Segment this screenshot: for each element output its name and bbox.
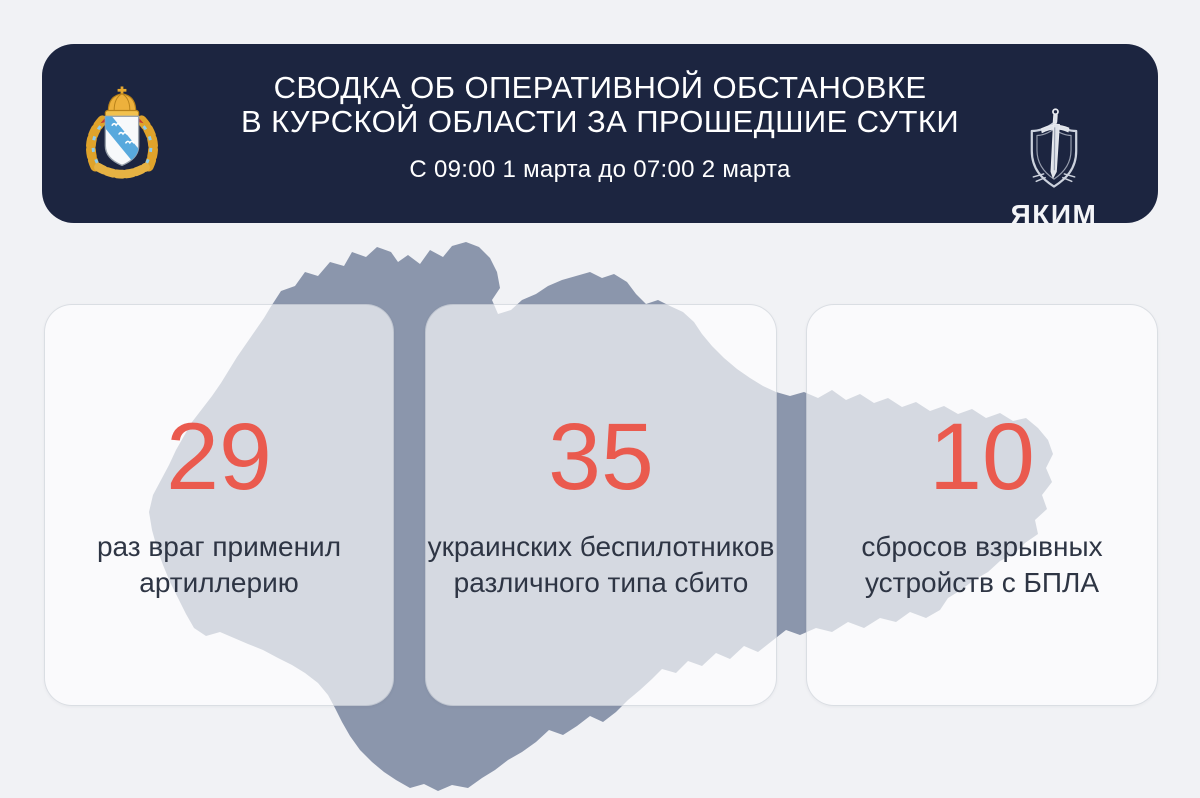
stat-label-line: различного типа сбито [453,566,749,598]
stat-card-drones: 35 украинских беспилотников различного т… [425,304,777,706]
title-line-1: СВОДКА ОБ ОПЕРАТИВНОЙ ОБСТАНОВКЕ [273,70,927,105]
stat-label: сбросов взрывных устройств с БПЛА [861,529,1102,601]
stat-label-line: сбросов взрывных [861,530,1103,562]
header-banner: СВОДКА ОБ ОПЕРАТИВНОЙ ОБСТАНОВКЕ В КУРСК… [42,44,1158,230]
kursk-coat-of-arms-icon [73,85,171,183]
title-line-2: В КУРСКОЙ ОБЛАСТИ ЗА ПРОШЕДШИЕ СУТКИ [241,104,959,139]
stat-card-uav-drops: 10 сбросов взрывных устройств с БПЛА [806,304,1158,706]
stat-value: 35 [548,403,654,510]
stat-label: раз враг применил артиллерию [97,529,341,601]
yakim-logo-text: ЯКИМ [1010,199,1098,230]
stat-label-line: устройств с БПЛА [864,566,1100,598]
page-title: СВОДКА ОБ ОПЕРАТИВНОЙ ОБСТАНОВКЕ В КУРСК… [220,71,980,139]
shield-sword-icon [1030,108,1078,188]
stat-label-line: артиллерию [139,566,299,598]
stat-value: 10 [929,403,1035,510]
header-text-block: СВОДКА ОБ ОПЕРАТИВНОЙ ОБСТАНОВКЕ В КУРСК… [220,44,980,184]
stat-label-line: раз враг применил [96,530,342,562]
stat-value: 29 [166,403,272,510]
report-period: С 09:00 1 марта до 07:00 2 марта [409,156,791,183]
stat-label: украинских беспилотников различного типа… [428,529,775,601]
yakim-logo: ЯКИМ [990,106,1118,231]
stat-card-artillery: 29 раз враг применил артиллерию [44,304,394,706]
stat-label-line: украинских беспилотников [427,530,775,562]
